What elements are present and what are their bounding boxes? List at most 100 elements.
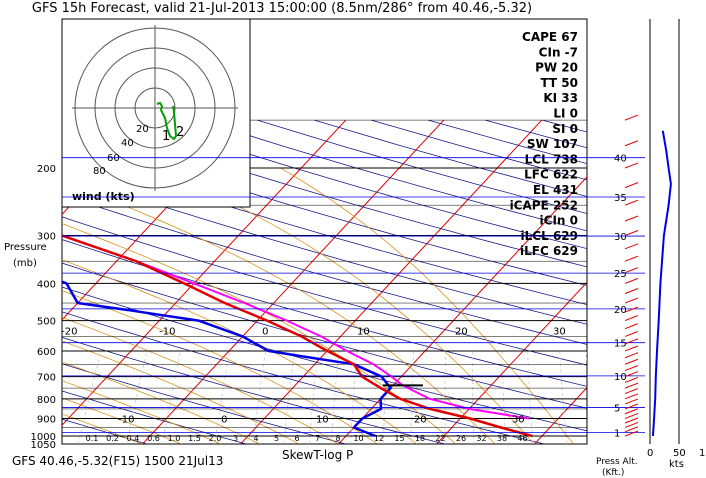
mixing-ratio-line bbox=[586, 350, 587, 365]
hodograph-height-label-1: 1 bbox=[162, 129, 170, 144]
isotherm-line bbox=[240, 119, 543, 444]
hodograph-ring-label-20: 20 bbox=[136, 124, 149, 135]
footer-skewt-label: SkewT-log P bbox=[282, 448, 353, 462]
wind-barb bbox=[624, 376, 639, 383]
wind-barb bbox=[624, 393, 639, 400]
wind-barb bbox=[624, 297, 639, 304]
mixing-ratio-tick-label: 15 bbox=[394, 434, 404, 443]
hodograph-label: wind (kts) bbox=[72, 190, 135, 203]
altitude-tick-label: 30 bbox=[614, 232, 627, 243]
footer-press-alt-label: Press Alt. bbox=[596, 457, 638, 467]
mixing-ratio-line bbox=[214, 350, 230, 444]
pressure-tick-label: 700 bbox=[37, 373, 56, 384]
mixing-ratio-line bbox=[502, 350, 507, 444]
wind-barb bbox=[624, 408, 639, 415]
mixing-ratio-line bbox=[559, 350, 568, 444]
stability-index-label: LI 0 bbox=[553, 107, 578, 121]
pressure-tick-label: 500 bbox=[37, 317, 56, 328]
mixing-ratio-line bbox=[350, 350, 358, 444]
mixing-ratio-tick-label: 46 bbox=[517, 434, 527, 443]
wind-barb bbox=[624, 288, 639, 294]
mixing-ratio-tick-label: 3 bbox=[233, 434, 238, 443]
mixing-ratio-line bbox=[527, 350, 534, 444]
mixing-ratio-tick-label: 0.1 bbox=[86, 434, 99, 443]
wind-barb bbox=[624, 306, 639, 313]
y-axis-label-line1: Pressure bbox=[4, 242, 47, 253]
stability-index-label: iLFC 629 bbox=[520, 244, 578, 258]
temperature-tick-label: -20 bbox=[61, 327, 77, 338]
pressure-tick-label: 800 bbox=[37, 395, 56, 406]
parcel-profile-line bbox=[62, 234, 530, 420]
mixing-ratio-line bbox=[330, 350, 340, 444]
wind-barb bbox=[624, 182, 639, 189]
mixing-ratio-line bbox=[77, 350, 102, 444]
mixing-ratio-tick-label: 18 bbox=[415, 434, 425, 443]
wind-barb bbox=[624, 199, 639, 206]
wind-barb bbox=[624, 323, 639, 330]
moist-adiabat-line bbox=[280, 167, 574, 444]
stability-index-label: LFC 622 bbox=[524, 168, 578, 182]
moist-adiabat-line bbox=[62, 317, 339, 444]
stability-index-label: TT 50 bbox=[540, 76, 578, 90]
wind-barb bbox=[624, 330, 639, 337]
mixing-ratio-tick-label: 12 bbox=[374, 434, 384, 443]
moist-adiabat-line bbox=[62, 397, 182, 444]
stability-index-label: PW 20 bbox=[535, 61, 578, 75]
hodograph-height-label-2: 2 bbox=[176, 125, 184, 140]
mixing-ratio-tick-label: 22 bbox=[435, 434, 445, 443]
mixing-ratio-tick-label: 1.5 bbox=[188, 434, 201, 443]
stability-index-label: EL 431 bbox=[533, 183, 578, 197]
stability-index-label: CIn -7 bbox=[539, 45, 578, 59]
mixing-ratio-line bbox=[308, 350, 319, 444]
moist-adiabat-line bbox=[62, 380, 221, 444]
wind-panel-tick-1: 1 bbox=[699, 448, 705, 459]
pressure-tick-label: 400 bbox=[37, 279, 56, 290]
altitude-tick-label: 20 bbox=[614, 305, 627, 316]
mixing-ratio-tick-label: 26 bbox=[456, 434, 466, 443]
stability-index-label: SW 107 bbox=[527, 137, 578, 151]
altitude-tick-label: 25 bbox=[614, 269, 627, 280]
wind-barb bbox=[624, 315, 639, 322]
pressure-tick-label: 1050 bbox=[31, 440, 56, 451]
altitude-tick-label: 1 bbox=[614, 428, 620, 439]
mixing-ratio-tick-label: 0.2 bbox=[106, 434, 119, 443]
pressure-tick-label: 300 bbox=[37, 232, 56, 243]
isotherm-line bbox=[436, 281, 587, 444]
wind-barb bbox=[624, 255, 639, 262]
temperature-tick-label: 10 bbox=[357, 327, 370, 338]
mixing-ratio-line bbox=[0, 351, 4, 444]
pressure-tick-label: 1000 bbox=[31, 432, 56, 443]
footer-station-label: GFS 40.46,-5.32(F15) 1500 21Jul13 bbox=[12, 454, 223, 468]
isotherm-line bbox=[62, 119, 347, 426]
wind-barb bbox=[624, 388, 639, 395]
moist-adiabat-line bbox=[62, 290, 378, 444]
moist-adiabat-line bbox=[62, 180, 496, 444]
hodograph-ring-label-40: 40 bbox=[121, 138, 134, 149]
hodograph-frame bbox=[61, 18, 251, 208]
stability-index-label: iCIn 0 bbox=[540, 214, 578, 228]
wind-barb bbox=[624, 162, 639, 169]
mixing-ratio-tick-label: 6 bbox=[294, 434, 299, 443]
mixing-ratio-tick-label: 2.0 bbox=[209, 434, 222, 443]
wind-barb bbox=[624, 358, 639, 365]
mixing-ratio-tick-label: 10 bbox=[353, 434, 363, 443]
wind-barb bbox=[624, 338, 639, 345]
mixing-ratio-line bbox=[283, 350, 295, 444]
stability-index-label: LCL 738 bbox=[525, 152, 578, 166]
dewpoint-profile-line bbox=[62, 280, 392, 438]
pressure-tick-label: 200 bbox=[37, 164, 56, 175]
stability-index-label: KI 33 bbox=[543, 91, 578, 105]
wind-barb bbox=[624, 398, 639, 405]
isotherm-line bbox=[142, 119, 445, 444]
mixing-ratio-line bbox=[383, 350, 389, 444]
mixing-ratio-tick-label: 32 bbox=[476, 434, 486, 443]
footer-kft-label: (Kft.) bbox=[602, 468, 624, 478]
wind-barb bbox=[624, 345, 639, 352]
wind-panel-kts-label: kts bbox=[669, 459, 684, 470]
wind-barb bbox=[624, 215, 639, 222]
wind-barb bbox=[624, 430, 639, 437]
moist-adiabat-line bbox=[62, 413, 143, 444]
altitude-tick-label: 10 bbox=[614, 372, 627, 383]
wind-barb bbox=[624, 403, 639, 410]
altitude-tick-label: 5 bbox=[614, 404, 620, 415]
